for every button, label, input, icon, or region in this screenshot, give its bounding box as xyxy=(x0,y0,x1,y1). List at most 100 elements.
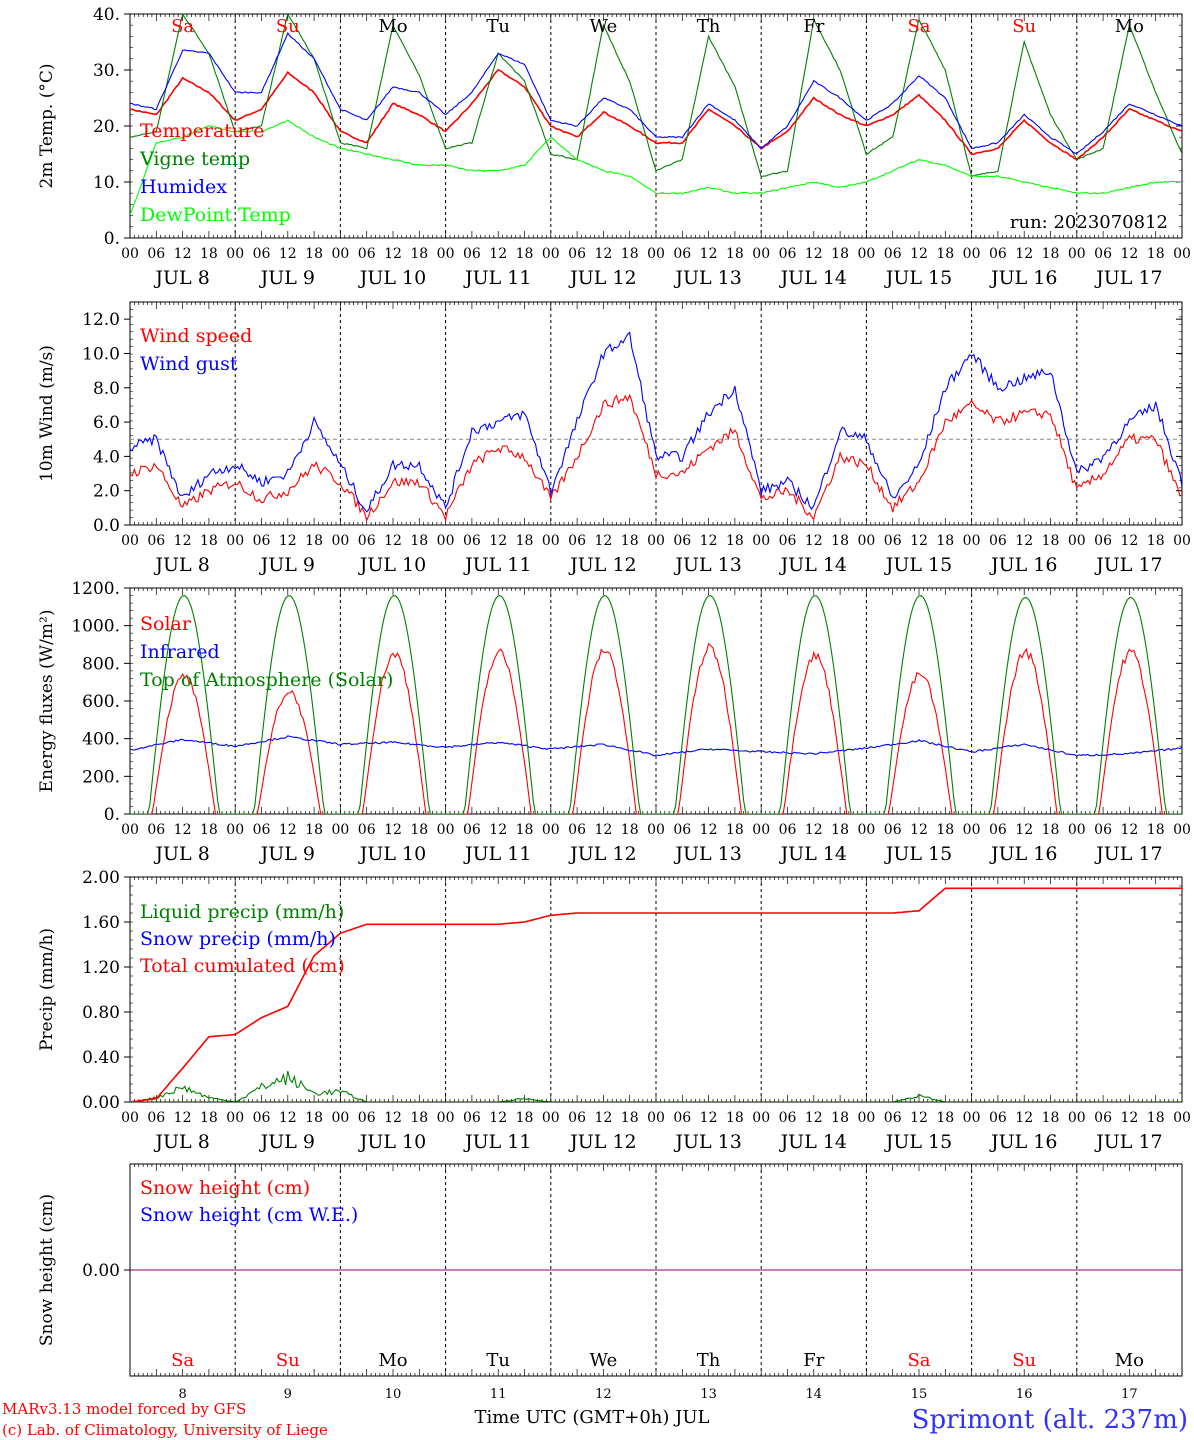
day-abbr: Tu xyxy=(486,16,510,37)
hour-tick-label: 00 xyxy=(857,822,875,838)
y-tick-label: 30. xyxy=(93,61,120,81)
date-label: JUL 10 xyxy=(358,1131,426,1153)
hour-tick-label: 06 xyxy=(673,822,691,838)
panel-3: 0. 200. 400. 600. 800. 1000. 1200. Energy fluxe… xyxy=(37,579,1191,865)
date-label: JUL 16 xyxy=(989,1131,1057,1153)
day-abbr: Su xyxy=(276,16,300,37)
hour-tick-label: 12 xyxy=(1015,1110,1033,1126)
hour-tick-label: 06 xyxy=(884,1110,902,1126)
hour-tick-label: 18 xyxy=(1042,1110,1060,1126)
hour-tick-label: 18 xyxy=(516,1110,534,1126)
day-abbr: Fr xyxy=(803,1350,824,1371)
day-abbr: Mo xyxy=(1115,1350,1144,1371)
hour-tick-label: 00 xyxy=(752,246,770,262)
hour-tick-label: 00 xyxy=(542,533,560,549)
day-abbr: Sa xyxy=(907,1350,930,1371)
hour-tick-label: 06 xyxy=(147,533,165,549)
date-label: JUL 14 xyxy=(779,267,847,289)
date-label: JUL 10 xyxy=(358,843,426,865)
day-number: 11 xyxy=(490,1387,507,1402)
day-number: 10 xyxy=(385,1387,402,1402)
hour-tick-label: 06 xyxy=(463,1110,481,1126)
y-tick-label: 0.00 xyxy=(82,1261,120,1281)
date-label: JUL 14 xyxy=(779,554,847,576)
hour-tick-label: 00 xyxy=(752,533,770,549)
hour-tick-label: 06 xyxy=(1094,533,1112,549)
hour-tick-label: 12 xyxy=(174,246,192,262)
hour-tick-label: 18 xyxy=(200,1110,218,1126)
date-label: JUL 17 xyxy=(1094,843,1162,865)
hour-tick-label: 00 xyxy=(437,822,455,838)
date-label: JUL 12 xyxy=(568,1131,636,1153)
hour-tick-label: 00 xyxy=(1173,1110,1191,1126)
hour-tick-label: 18 xyxy=(305,822,323,838)
hour-tick-label: 00 xyxy=(226,822,244,838)
legend-entry: Wind gust xyxy=(140,353,238,375)
hour-tick-label: 00 xyxy=(752,822,770,838)
hour-tick-label: 12 xyxy=(489,1110,507,1126)
y-tick-label: 2.00 xyxy=(82,868,120,888)
hour-tick-label: 00 xyxy=(857,1110,875,1126)
legend-entry: Solar xyxy=(140,613,192,635)
y-tick-label: 0. xyxy=(104,805,120,825)
hour-tick-label: 06 xyxy=(568,822,586,838)
hour-tick-label: 06 xyxy=(463,822,481,838)
day-number: 16 xyxy=(1016,1387,1033,1402)
hour-tick-label: 06 xyxy=(358,533,376,549)
hour-tick-label: 06 xyxy=(1094,822,1112,838)
hour-tick-label: 00 xyxy=(647,1110,665,1126)
hour-tick-label: 12 xyxy=(805,822,823,838)
hour-tick-label: 06 xyxy=(673,1110,691,1126)
day-abbr: Mo xyxy=(1115,16,1144,37)
hour-tick-label: 18 xyxy=(305,1110,323,1126)
hour-tick-label: 06 xyxy=(147,246,165,262)
date-label: JUL 15 xyxy=(884,1131,952,1153)
hour-tick-label: 06 xyxy=(147,1110,165,1126)
hour-tick-label: 06 xyxy=(568,1110,586,1126)
date-label: JUL 15 xyxy=(884,843,952,865)
y-axis-title: Energy fluxes (W/m²) xyxy=(37,610,57,793)
day-number: 17 xyxy=(1121,1387,1138,1402)
hour-tick-label: 18 xyxy=(831,822,849,838)
hour-tick-label: 00 xyxy=(647,246,665,262)
hour-tick-label: 00 xyxy=(331,1110,349,1126)
y-tick-label: 1200. xyxy=(71,579,120,599)
hour-tick-label: 00 xyxy=(1068,822,1086,838)
legend-entry: Snow height (cm) xyxy=(140,1177,310,1199)
day-abbr: Mo xyxy=(378,1350,407,1371)
series-group xyxy=(130,595,1182,814)
date-label: JUL 17 xyxy=(1094,267,1162,289)
hour-tick-label: 12 xyxy=(1120,533,1138,549)
hour-tick-label: 06 xyxy=(989,1110,1007,1126)
hour-tick-label: 12 xyxy=(279,1110,297,1126)
hour-tick-label: 00 xyxy=(647,822,665,838)
hour-tick-label: 00 xyxy=(647,533,665,549)
date-label: JUL 8 xyxy=(153,843,209,865)
hour-tick-label: 06 xyxy=(1094,1110,1112,1126)
series-line-infrared xyxy=(130,735,1182,757)
hour-tick-label: 12 xyxy=(594,822,612,838)
hour-tick-label: 12 xyxy=(1120,1110,1138,1126)
hour-tick-label: 18 xyxy=(200,822,218,838)
hour-tick-label: 12 xyxy=(700,533,718,549)
legend-entry: Total cumulated (cm) xyxy=(140,955,345,977)
legend-entry: Snow height (cm W.E.) xyxy=(140,1204,358,1226)
y-tick-label: 20. xyxy=(93,117,120,137)
hour-tick-label: 18 xyxy=(410,822,428,838)
hour-tick-label: 18 xyxy=(831,1110,849,1126)
hour-tick-label: 18 xyxy=(936,533,954,549)
hour-tick-label: 06 xyxy=(673,246,691,262)
hour-tick-label: 12 xyxy=(700,822,718,838)
day-abbr: Th xyxy=(697,16,721,37)
date-label: JUL 10 xyxy=(358,554,426,576)
legend-entry: Top of Atmosphere (Solar) xyxy=(140,669,393,691)
hour-tick-label: 00 xyxy=(542,822,560,838)
hour-tick-label: 06 xyxy=(253,822,271,838)
legend-entry: Infrared xyxy=(140,641,220,663)
day-abbr: Su xyxy=(276,1350,300,1371)
hour-tick-label: 00 xyxy=(121,246,139,262)
hour-tick-label: 12 xyxy=(1015,533,1033,549)
hour-tick-label: 18 xyxy=(516,533,534,549)
hour-tick-label: 06 xyxy=(779,1110,797,1126)
hour-tick-label: 00 xyxy=(1068,246,1086,262)
